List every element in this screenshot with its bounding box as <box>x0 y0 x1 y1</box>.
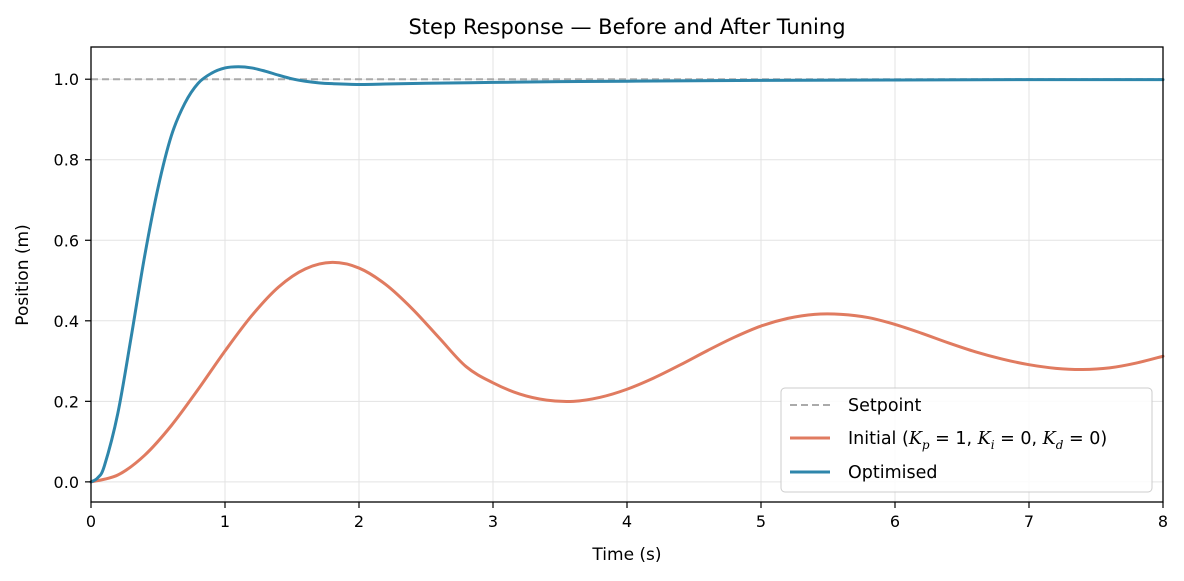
x-tick-label: 0 <box>86 512 96 531</box>
optimised-response-line <box>89 65 1165 484</box>
y-tick-label: 0.4 <box>54 312 79 331</box>
legend-label-setpoint: Setpoint <box>848 396 922 416</box>
x-tick-label: 7 <box>1024 512 1034 531</box>
x-tick-label: 1 <box>220 512 230 531</box>
x-tick-label: 4 <box>622 512 632 531</box>
y-axis-label: Position (m) <box>13 224 33 325</box>
x-tick-label: 8 <box>1158 512 1168 531</box>
initial-response-line <box>89 260 1165 484</box>
y-tick-label: 0.8 <box>54 151 79 170</box>
x-axis-label: Time (s) <box>591 545 661 565</box>
y-tick-label: 0.2 <box>54 392 79 411</box>
y-tick-label: 0.0 <box>54 473 79 492</box>
x-tick-label: 6 <box>890 512 900 531</box>
y-tick-label: 0.6 <box>54 231 79 250</box>
x-tick-label: 5 <box>756 512 766 531</box>
legend-frame <box>780 387 1153 493</box>
x-tick-label: 3 <box>488 512 498 531</box>
legend-label-initial: Initial (Kp = 1, Ki = 0, Kd = 0) <box>848 429 1107 452</box>
series-layer <box>89 65 1165 484</box>
axis-ticks: 0 1 2 3 4 5 6 7 8 0.0 0.2 0.4 0.6 0.8 1.0 <box>54 70 1169 531</box>
legend-label-optimised: Optimised <box>848 463 938 483</box>
chart-title: Step Response — Before and After Tuning <box>408 15 845 39</box>
legend: Setpoint Initial (Kp = 1, Ki = 0, Kd = 0… <box>780 387 1153 493</box>
x-tick-label: 2 <box>354 512 364 531</box>
y-tick-label: 1.0 <box>54 70 79 89</box>
